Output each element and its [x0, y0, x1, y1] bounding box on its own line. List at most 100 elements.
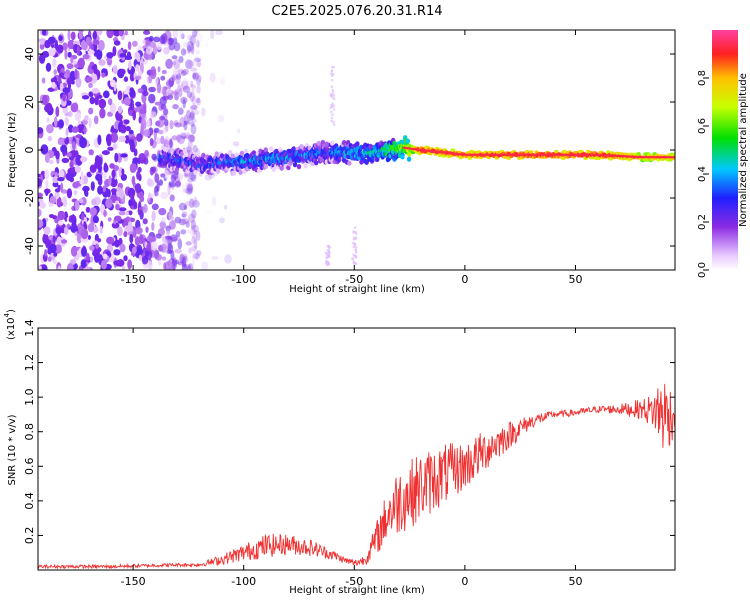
spectrogram-noise-blob: [103, 170, 107, 181]
spectrogram-noise-blob: [99, 108, 106, 119]
spectrogram-noise-blob: [181, 218, 190, 225]
spectrogram-noise-blob: [107, 146, 114, 151]
spectrogram-noise-blob: [117, 105, 123, 114]
spectrogram-noise-blob: [161, 256, 167, 261]
spectrogram-noise-blob: [47, 135, 53, 142]
spectrogram-noise-blob: [201, 107, 206, 117]
spectrogram-noise-blob: [192, 200, 200, 208]
spectrogram-noise-blob: [92, 30, 97, 40]
spectrogram-noise-blob: [62, 198, 68, 208]
spectrogram-noise-blob: [188, 213, 196, 223]
spectrogram-noise-blob: [55, 106, 60, 118]
spectrogram-noise-blob: [97, 39, 105, 51]
spectrogram-noise-blob: [326, 263, 329, 267]
spectrogram-noise-blob: [188, 247, 192, 254]
colorbar-ticks: 0.0 0.2 0.4 0.6 0.8: [697, 70, 709, 278]
spectrogram-noise-blob: [326, 261, 330, 265]
spectrogram-noise-blob: [66, 63, 74, 70]
spectrogram-noise-blob: [177, 134, 186, 145]
spectrogram-noise-blob: [41, 218, 47, 229]
spectrogram-noise-blob: [58, 220, 64, 226]
spectrogram-noise-blob: [170, 234, 179, 242]
spectrogram-noise-blob: [75, 134, 83, 139]
spectrogram-noise-blob: [89, 164, 97, 173]
spectrogram-noise-blob: [156, 119, 165, 128]
spectrogram-signal-cell: [251, 150, 257, 156]
spectrogram-noise-blob: [150, 166, 157, 173]
spectrogram-noise-blob: [123, 49, 128, 54]
spectrogram-noise-blob: [171, 55, 178, 60]
spectrogram-noise-blob: [161, 217, 166, 223]
spectrogram-noise-blob: [190, 229, 194, 237]
spectrogram-noise-blob: [190, 67, 198, 72]
spectrogram-noise-blob: [125, 225, 134, 232]
spectrogram-noise-blob: [80, 259, 87, 269]
spectrogram-noise-blob: [191, 232, 198, 240]
spectrogram-noise-blob: [185, 221, 190, 228]
snr-frame: [37, 327, 676, 571]
spectrogram-noise-blob: [193, 37, 199, 49]
spectrogram-noise-blob: [129, 89, 136, 99]
spectrogram-noise-blob: [43, 226, 51, 235]
spectrogram-noise-blob: [191, 84, 197, 89]
spectrogram-noise-blob: [38, 208, 42, 217]
spectrogram-noise-blob: [187, 115, 191, 125]
spectrogram-noise-blob: [113, 249, 121, 256]
spectrogram-noise-blob: [183, 205, 188, 210]
spectrogram-signal-cell: [562, 149, 567, 154]
spectrogram-noise-blob: [192, 72, 197, 80]
spectrogram-signal-cell: [271, 166, 276, 172]
spectrogram-noise-blob: [66, 223, 70, 229]
spectrogram-noise-blob: [161, 87, 167, 95]
spectrogram-signal-cell: [355, 141, 360, 147]
spectrogram-noise-blob: [143, 157, 149, 165]
spectrogram-noise-blob: [191, 95, 197, 105]
spectrogram-noise-blob: [113, 40, 121, 46]
spectrogram-noise-blob: [179, 253, 185, 264]
spectrogram-noise-blob: [74, 112, 82, 121]
spectrogram-noise-blob: [160, 75, 166, 81]
spectrogram-noise-blob: [75, 77, 82, 88]
spectrogram-noise-blob: [196, 97, 202, 106]
snr-y-tick-label: 0.8: [23, 423, 36, 441]
spectrogram-noise-blob: [187, 44, 191, 54]
spectrogram-noise-blob: [71, 149, 77, 156]
spectrogram-noise-blob: [142, 218, 148, 225]
spectrogram-signal-cell: [215, 168, 221, 174]
spectrogram-noise-blob: [185, 187, 193, 195]
spectrogram-noise-blob: [81, 212, 85, 221]
spectrogram-noise-blob: [38, 265, 43, 270]
spectrogram-noise-blob: [189, 35, 196, 46]
spectrogram-noise-blob: [169, 182, 177, 188]
spectrogram-noise-blob: [185, 181, 189, 189]
spectrogram-noise-blob: [123, 231, 128, 238]
spectrogram-noise-blob: [196, 74, 202, 82]
spectrogram-noise-blob: [52, 235, 56, 243]
figure-title: C2E5.2025.076.20.31.R14: [271, 4, 442, 19]
spectrogram-noise-blob: [193, 104, 198, 111]
spectrogram-noise-blob: [177, 107, 184, 115]
spectrogram-noise-blob: [70, 102, 79, 113]
spectrogram-noise-blob: [186, 265, 192, 270]
spectrogram-noise-blob: [38, 127, 44, 134]
spectrogram-noise-blob: [169, 120, 174, 130]
spectrogram-noise-blob: [181, 184, 186, 194]
spectrogram-noise-blob: [327, 255, 331, 258]
spectrogram-y-tick-label: 20: [23, 95, 36, 109]
spectrogram-noise-blob: [138, 116, 142, 124]
spectrogram-signal-cell: [184, 151, 189, 158]
spectrogram-y-tick-label: -40: [23, 237, 36, 255]
snr-y-tick-label: 1.4: [23, 319, 36, 337]
spectrogram-noise-blob: [69, 160, 74, 169]
spectrogram-noise-blob: [324, 251, 328, 255]
spectrogram-noise-blob: [58, 169, 65, 178]
spectrogram-noise-blob: [127, 259, 132, 270]
spectrogram-signal-cell: [450, 148, 456, 152]
spectrogram-noise-blob: [215, 30, 223, 36]
spectrogram-noise-blob: [42, 94, 48, 106]
spectrogram-noise-blob: [132, 110, 136, 121]
spectrogram-noise-blob: [58, 35, 63, 41]
spectrogram-noise-blob: [183, 188, 191, 194]
spectrogram-noise-blob: [80, 135, 84, 143]
spectrogram-noise-blob: [38, 104, 41, 112]
